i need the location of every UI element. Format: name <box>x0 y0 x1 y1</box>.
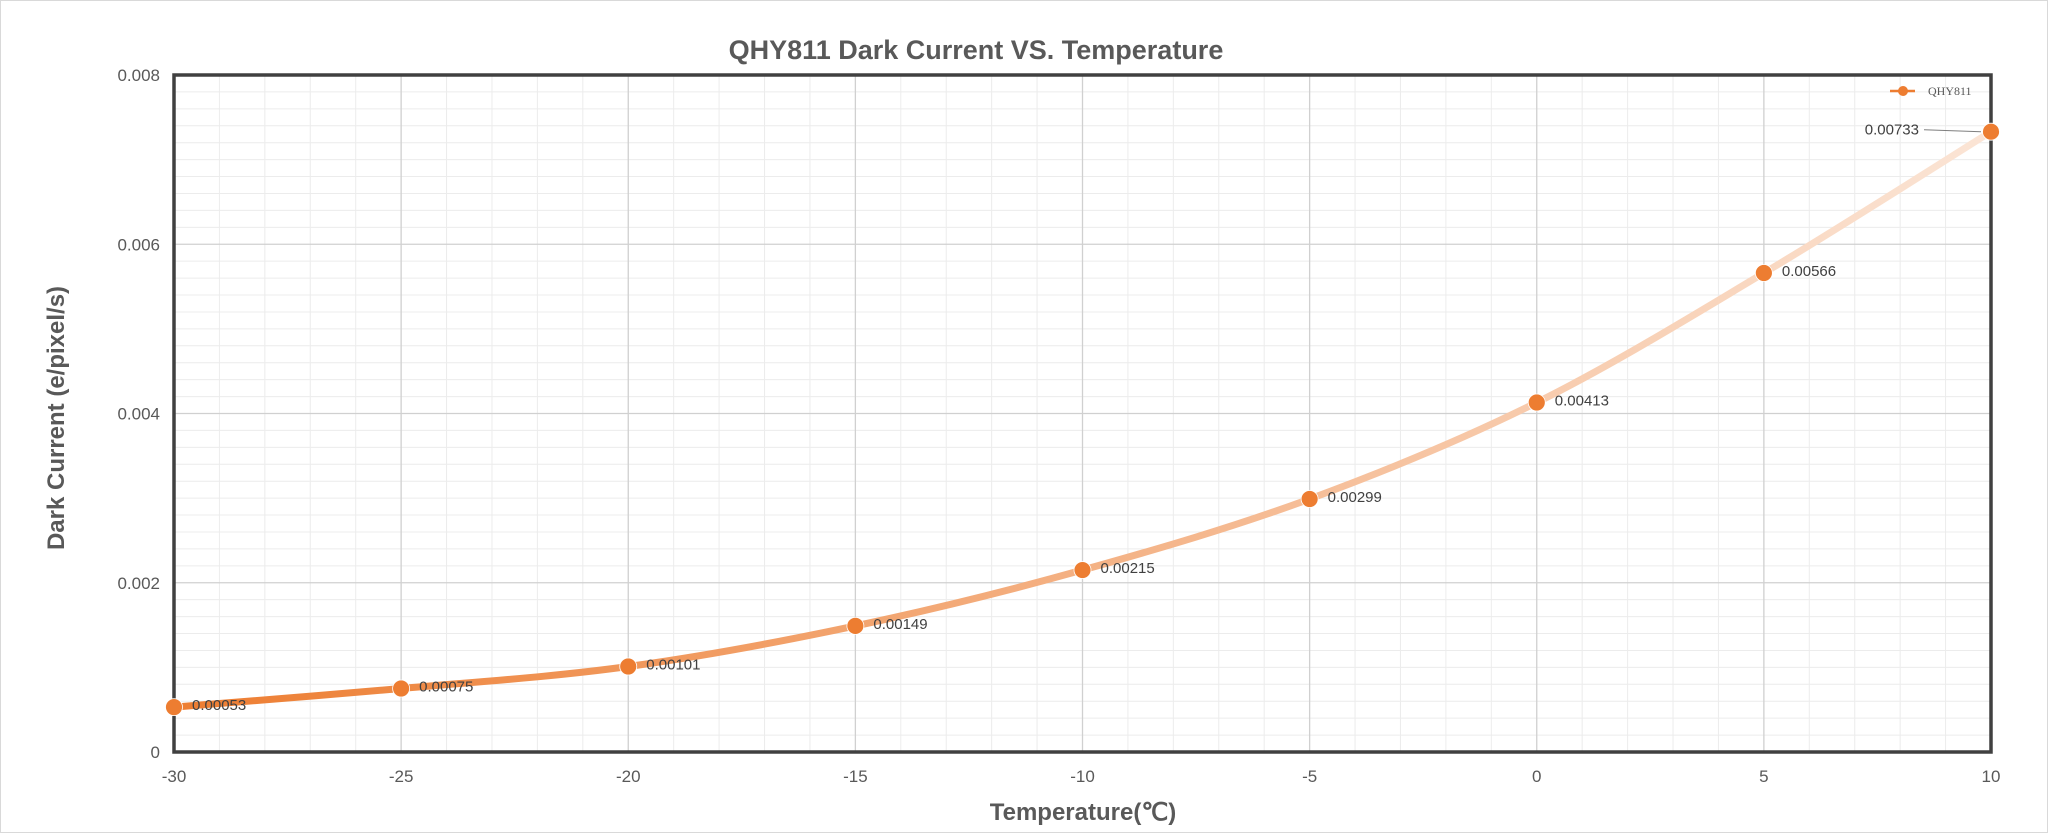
data-label: 0.00101 <box>646 657 700 674</box>
x-tick-label: -25 <box>389 767 414 786</box>
y-axis-tick-labels: 0 0.002 0.004 0.006 0.008 <box>117 66 160 762</box>
data-label: 0.00299 <box>1328 489 1382 506</box>
x-tick-label: -30 <box>162 767 187 786</box>
y-tick-label: 0.002 <box>117 574 160 593</box>
data-point-marker <box>1300 490 1319 508</box>
data-point-marker <box>846 617 865 635</box>
x-tick-label: 0 <box>1532 767 1541 786</box>
y-tick-label: 0.004 <box>117 405 160 424</box>
data-point-marker <box>165 698 183 717</box>
data-label-leader-line <box>1923 129 1982 133</box>
data-label: 0.00053 <box>192 697 246 714</box>
data-label: 0.00075 <box>419 679 473 696</box>
x-tick-label: 10 <box>1982 767 2001 786</box>
x-tick-label: -5 <box>1302 767 1317 786</box>
data-point-marker <box>1754 264 1773 282</box>
data-point-marker <box>1982 122 2000 141</box>
data-point-marker <box>619 657 638 676</box>
legend-marker-icon <box>1898 86 1908 96</box>
x-tick-label: -20 <box>616 767 641 786</box>
data-label: 0.00149 <box>873 616 927 633</box>
x-tick-label: -10 <box>1070 767 1095 786</box>
data-label: 0.00413 <box>1555 392 1609 409</box>
plot-area-border <box>172 73 1993 754</box>
legend-label: QHY811 <box>1928 84 1972 98</box>
x-tick-label: -15 <box>843 767 868 786</box>
data-label: 0.00215 <box>1101 560 1155 577</box>
data-label: 0.00733 <box>1865 122 1919 139</box>
y-axis-title: Dark Current (e/pixel/s) <box>43 286 70 550</box>
x-tick-label: 5 <box>1759 767 1768 786</box>
data-point-marker <box>1073 561 1092 579</box>
y-tick-label: 0.006 <box>117 235 160 254</box>
data-label: 0.00566 <box>1782 263 1836 280</box>
chart-title: QHY811 Dark Current VS. Temperature <box>729 35 1224 65</box>
x-axis-tick-labels: -30 -25 -20 -15 -10 -5 0 5 10 <box>162 767 2001 786</box>
data-point-marker <box>392 679 411 698</box>
y-tick-label: 0 <box>151 743 160 762</box>
y-tick-label: 0.008 <box>117 66 160 85</box>
legend: QHY811 <box>1890 84 1972 98</box>
x-axis-title: Temperature(℃) <box>990 799 1177 826</box>
data-point-marker <box>1527 393 1546 412</box>
series-layer: 0.00053 0.00075 0.00101 0.00149 0.00215 0.002… <box>165 122 2000 717</box>
